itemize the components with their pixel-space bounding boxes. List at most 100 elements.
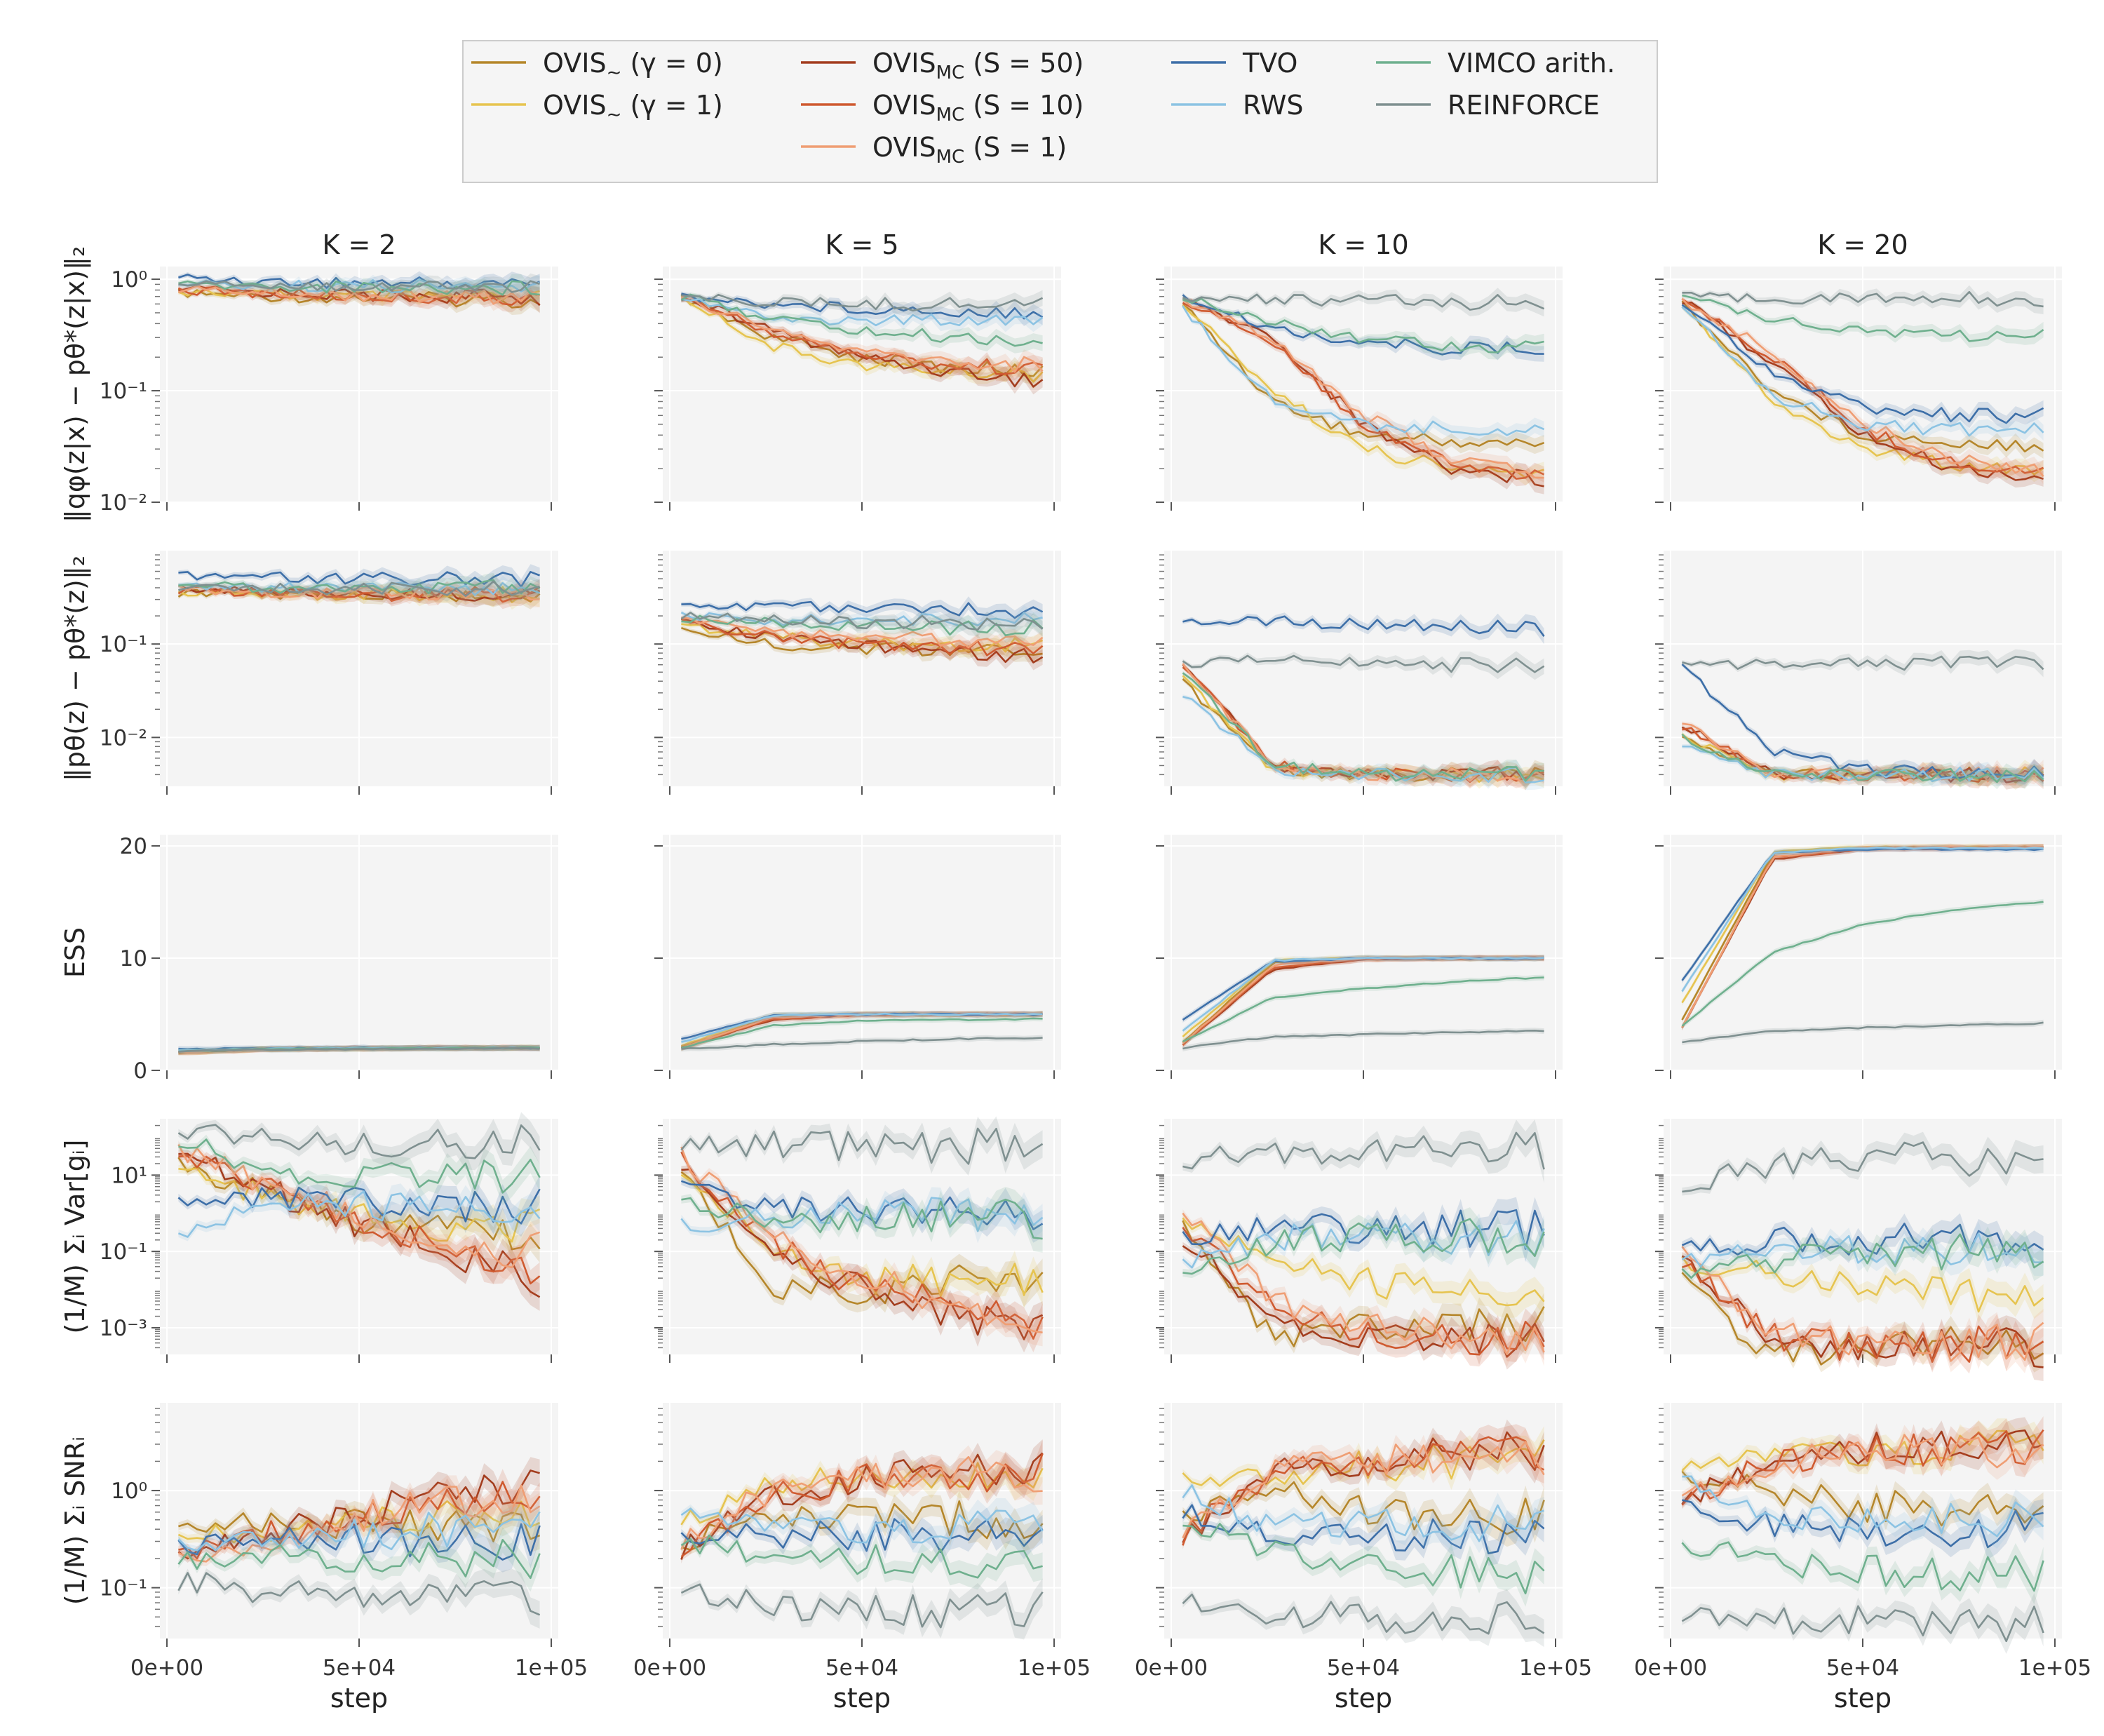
band-ovis_mc1 <box>1682 1425 2044 1500</box>
series-line-rws <box>1682 745 2044 782</box>
xtick-label: 0e+00 <box>633 1655 706 1681</box>
band-tvo <box>681 291 1043 326</box>
band-tvo <box>178 1175 540 1237</box>
band-ovis_mc50 <box>1682 725 2044 790</box>
series-line-reinforce <box>1182 654 1545 673</box>
legend-label-vimco: VIMCO arith. <box>1448 48 1615 79</box>
series-line-ovis_g0 <box>1182 304 1545 448</box>
band-reinforce <box>1182 288 1544 317</box>
band-reinforce <box>178 273 540 300</box>
ytick-label: 0 <box>133 1058 147 1084</box>
series-line-reinforce <box>1182 1593 1545 1635</box>
xtick-label: 5e+04 <box>825 1655 898 1681</box>
series-line-reinforce <box>1182 1131 1545 1170</box>
series-line-reinforce <box>1682 655 2044 671</box>
legend-label-ovis_g1: OVIS∼ (γ = 1) <box>543 90 723 126</box>
band-tvo <box>1182 292 1544 362</box>
series-line-rws <box>681 298 1044 327</box>
band-reinforce <box>681 1578 1043 1640</box>
series-line-ovis_mc10 <box>178 1155 541 1285</box>
series-line-tvo <box>178 570 541 588</box>
band-reinforce <box>1182 1028 1544 1051</box>
panel-r3-c2 <box>654 835 1061 1079</box>
series-line-ovis_mc1 <box>681 617 1044 649</box>
series-line-ovis_mc50 <box>1681 726 2044 783</box>
band-ovis_mc1 <box>1182 1428 1544 1542</box>
ytick-label: 10⁻² <box>100 490 147 516</box>
band-ovis_mc1 <box>681 293 1043 379</box>
series-line-vimco <box>1681 901 2044 1027</box>
ytick-label: 10⁰ <box>111 267 147 292</box>
band-vimco <box>681 292 1043 354</box>
series-line-ovis_mc1 <box>1681 1246 2044 1362</box>
band-reinforce <box>1182 1119 1544 1183</box>
band-tvo <box>178 564 540 595</box>
series-line-vimco <box>680 1534 1043 1579</box>
legend-label-ovis_mc10: OVISMC (S = 10) <box>872 90 1084 126</box>
band-ovis_mc1 <box>681 1143 1043 1347</box>
band-ovis_mc50 <box>1182 1242 1544 1370</box>
series-line-reinforce <box>178 1047 540 1053</box>
band-ovis_mc10 <box>1682 297 2044 481</box>
band-ovis_g0 <box>681 1168 1043 1313</box>
series-line-ovis_g1 <box>178 1167 541 1243</box>
xtick-label: 1e+05 <box>1519 1655 1592 1681</box>
series-line-tvo <box>1681 1223 2044 1256</box>
series-line-tvo <box>1681 304 2044 424</box>
series-line-tvo <box>177 1186 541 1225</box>
series-line-reinforce <box>1182 1030 1544 1050</box>
band-ovis_g1 <box>681 293 1043 390</box>
band-ovis_mc1 <box>1682 1242 2044 1373</box>
ytick-label: 10⁻¹ <box>100 1239 147 1265</box>
series-line-vimco <box>178 1138 541 1194</box>
series-line-rws <box>1681 306 2044 437</box>
series-line-tvo <box>1182 294 1544 356</box>
series-line-ovis_mc1 <box>178 285 541 305</box>
series-line-ovis_mc1 <box>680 1455 1043 1550</box>
band-ovis_mc1 <box>1682 296 2044 485</box>
band-rws <box>178 1498 540 1559</box>
series-line-ovis_mc10 <box>681 296 1043 375</box>
band-reinforce <box>178 574 540 603</box>
ytick-label: 10⁻³ <box>100 1316 147 1341</box>
series-line-ovis_mc10 <box>1681 1263 2044 1363</box>
legend: OVIS∼ (γ = 0) OVIS∼ (γ = 1) OVISMC (S = 50… <box>462 40 1658 183</box>
band-vimco <box>178 1527 540 1592</box>
series-line-tvo <box>681 292 1044 320</box>
band-ovis_g0 <box>1182 1216 1544 1354</box>
series-line-ovis_mc10 <box>680 618 1044 657</box>
band-ovis_g1 <box>178 1164 540 1255</box>
series-line-ovis_g0 <box>1681 300 2044 453</box>
band-ovis_mc50 <box>1182 1419 1544 1547</box>
series-line-ovis_mc50 <box>680 1452 1044 1560</box>
column-title-4: K = 20 <box>1817 229 1908 260</box>
panel-r2-c3 <box>1156 551 1563 795</box>
series-line-vimco <box>1681 1233 2044 1279</box>
x-axis-label: step <box>1335 1683 1392 1714</box>
series-line-ovis_g0 <box>680 626 1043 657</box>
panel-r4-c2 <box>654 1116 1061 1363</box>
band-vimco <box>178 1134 540 1206</box>
series-line-tvo <box>1681 664 2044 779</box>
band-ovis_mc10 <box>1182 300 1544 487</box>
series-line-tvo <box>681 600 1044 619</box>
legend-label-ovis_mc50: OVISMC (S = 50) <box>872 48 1084 83</box>
band-vimco <box>681 1530 1043 1590</box>
band-ovis_g0 <box>1682 1268 2044 1373</box>
series-line-reinforce <box>680 1127 1044 1165</box>
ytick-label: 10⁰ <box>111 1479 147 1504</box>
panel-r1-c1: 10⁻² 10⁻¹ 10⁰ <box>100 267 558 516</box>
series-line-reinforce <box>1682 1021 2044 1044</box>
ytick-label: 10¹ <box>111 1163 147 1188</box>
series-line-tvo <box>1182 1209 1545 1250</box>
series-line-ovis_mc1 <box>1681 1434 2044 1497</box>
panel-r1-c3 <box>1156 267 1563 511</box>
series-line-reinforce <box>1682 1141 2044 1193</box>
band-ovis_mc1 <box>681 1445 1043 1554</box>
xtick-label: 0e+00 <box>1634 1655 1707 1681</box>
band-tvo <box>1682 1213 2044 1267</box>
row-ylabel-3: ESS <box>60 927 90 978</box>
band-tvo <box>681 1507 1043 1563</box>
band-ovis_mc1 <box>681 615 1043 654</box>
row-ylabel-1: ‖qφ(z|x) − pθ*(z|x)‖₂ <box>60 246 91 523</box>
